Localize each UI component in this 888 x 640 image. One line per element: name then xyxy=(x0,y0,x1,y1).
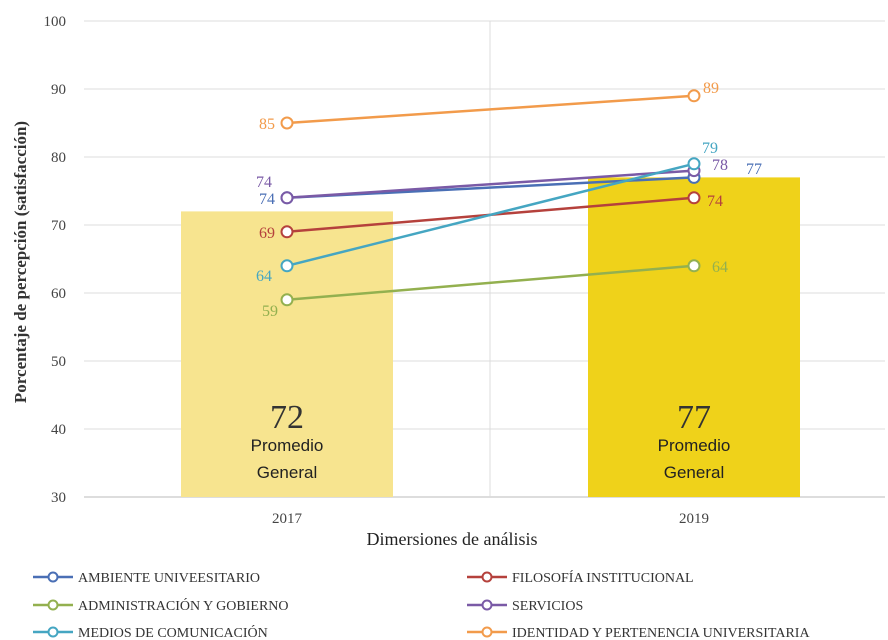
legend-marker-5 xyxy=(481,626,493,638)
data-label-3-0: 74 xyxy=(256,174,272,191)
series-point-4-1 xyxy=(687,157,701,171)
series-point-2-0 xyxy=(280,293,294,307)
series-5: 85 89 xyxy=(259,80,719,133)
data-label-4-1: 79 xyxy=(702,140,718,157)
series-point-5-1 xyxy=(687,89,701,103)
y-tick-70: 70 xyxy=(51,218,66,234)
series-point-1-1 xyxy=(687,191,701,205)
data-label-1-1: 74 xyxy=(707,193,723,210)
series-point-1-0 xyxy=(280,225,294,239)
legend-label-1: FILOSOFÍA INSTITUCIONAL xyxy=(512,569,694,586)
bar-value-2017: 72 xyxy=(270,399,304,436)
data-label-3-1: 78 xyxy=(712,157,728,174)
series-4: 64 79 xyxy=(256,140,718,285)
x-tick-2017: 2017 xyxy=(272,511,303,527)
bar-sublabel2-2017: General xyxy=(257,463,317,482)
y-tick-30: 30 xyxy=(51,490,66,506)
series-point-4-0 xyxy=(280,259,294,273)
legend-marker-4 xyxy=(47,626,59,638)
legend-item-2: ADMINISTRACIÓN Y GOBIERNO xyxy=(33,597,289,614)
bar-2017 xyxy=(181,211,393,497)
data-label-5-1: 89 xyxy=(703,80,719,97)
legend-marker-2 xyxy=(47,599,59,611)
legend-item-5: IDENTIDAD Y PERTENENCIA UNIVERSITARIA xyxy=(467,626,810,640)
bar-value-2019: 77 xyxy=(677,399,711,436)
y-axis-title: Porcentaje de percepción (satisfacción) xyxy=(11,121,30,403)
legend-item-3: SERVICIOS xyxy=(467,599,583,614)
bar-sublabel-2017: Promedio xyxy=(251,436,324,455)
bar-sublabel-2019: Promedio xyxy=(658,436,731,455)
legend-label-4: MEDIOS DE COMUNICACIÓN xyxy=(78,624,268,640)
data-label-5-0: 85 xyxy=(259,116,275,133)
legend-label-3: SERVICIOS xyxy=(512,599,583,614)
x-tick-2019: 2019 xyxy=(679,511,709,527)
series-line-4 xyxy=(286,162,695,268)
y-tick-50: 50 xyxy=(51,354,66,370)
data-label-0-0: 74 xyxy=(259,191,275,208)
y-tick-100: 100 xyxy=(44,14,67,30)
legend-item-1: FILOSOFÍA INSTITUCIONAL xyxy=(467,569,694,586)
data-label-2-1: 64 xyxy=(712,259,728,276)
legend-item-0: AMBIENTE UNIVEESITARIO xyxy=(33,571,260,586)
series-lines: 74 77 69 74 59 64 74 78 64 79 85 89 xyxy=(256,80,762,320)
legend-label-2: ADMINISTRACIÓN Y GOBIERNO xyxy=(78,597,289,614)
data-label-1-0: 69 xyxy=(259,225,275,242)
data-label-0-1: 77 xyxy=(746,161,762,178)
legend: AMBIENTE UNIVEESITARIO FILOSOFÍA INSTITUC… xyxy=(33,569,810,640)
data-label-2-0: 59 xyxy=(262,303,278,320)
y-tick-80: 80 xyxy=(51,150,66,166)
legend-marker-1 xyxy=(481,571,493,583)
y-tick-90: 90 xyxy=(51,82,66,98)
series-line-3 xyxy=(286,169,695,200)
bar-sublabel2-2019: General xyxy=(664,463,724,482)
legend-item-4: MEDIOS DE COMUNICACIÓN xyxy=(33,624,268,640)
series-3: 74 78 xyxy=(256,157,728,205)
x-axis-title: Dimersiones de análisis xyxy=(367,529,538,549)
legend-label-0: AMBIENTE UNIVEESITARIO xyxy=(78,571,260,586)
y-tick-labels: 30 40 50 60 70 80 90 100 xyxy=(44,14,67,506)
y-tick-60: 60 xyxy=(51,286,66,302)
x-tick-labels: 2017 2019 xyxy=(272,511,709,527)
series-line-5 xyxy=(286,94,695,125)
series-point-2-1 xyxy=(687,259,701,273)
legend-marker-3 xyxy=(481,599,493,611)
data-label-4-0: 64 xyxy=(256,268,272,285)
series-2: 59 64 xyxy=(262,259,728,320)
legend-marker-0 xyxy=(47,571,59,583)
series-point-3-0 xyxy=(280,191,294,205)
legend-label-5: IDENTIDAD Y PERTENENCIA UNIVERSITARIA xyxy=(512,626,810,640)
series-line-2 xyxy=(286,264,695,302)
series-point-5-0 xyxy=(280,116,294,130)
y-tick-40: 40 xyxy=(51,422,66,438)
bar-2019 xyxy=(588,177,800,497)
